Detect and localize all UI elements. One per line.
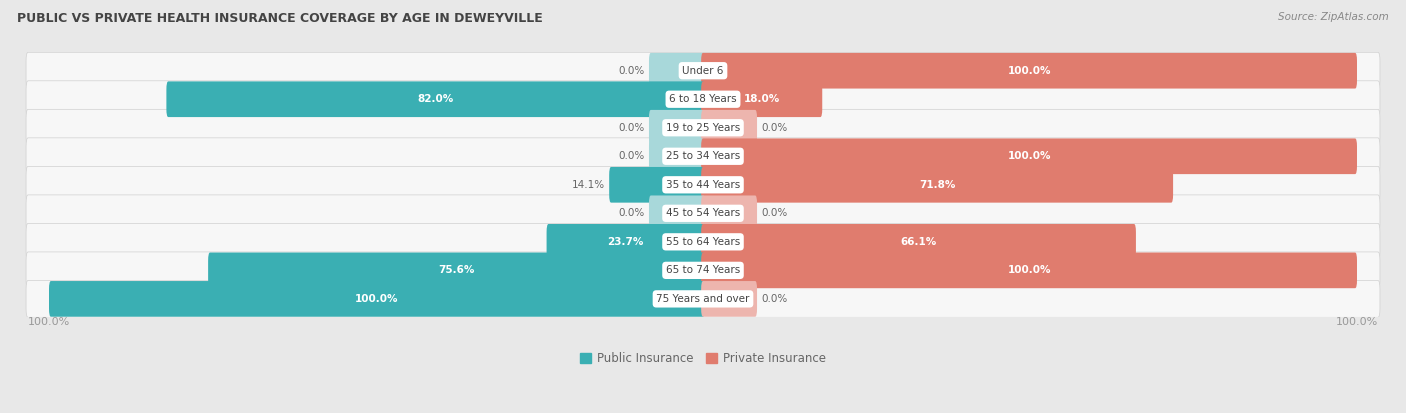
Text: 55 to 64 Years: 55 to 64 Years	[666, 237, 740, 247]
FancyBboxPatch shape	[702, 138, 1357, 174]
FancyBboxPatch shape	[702, 110, 756, 146]
FancyBboxPatch shape	[27, 166, 1379, 203]
Text: 75 Years and over: 75 Years and over	[657, 294, 749, 304]
Text: 100.0%: 100.0%	[356, 294, 399, 304]
Text: 0.0%: 0.0%	[619, 151, 644, 161]
FancyBboxPatch shape	[27, 280, 1379, 317]
Text: 0.0%: 0.0%	[619, 123, 644, 133]
FancyBboxPatch shape	[208, 252, 704, 288]
Text: 14.1%: 14.1%	[571, 180, 605, 190]
Text: 100.0%: 100.0%	[1007, 66, 1050, 76]
Legend: Public Insurance, Private Insurance: Public Insurance, Private Insurance	[575, 347, 831, 370]
FancyBboxPatch shape	[702, 53, 1357, 88]
FancyBboxPatch shape	[27, 109, 1379, 146]
Text: 0.0%: 0.0%	[762, 294, 787, 304]
Text: PUBLIC VS PRIVATE HEALTH INSURANCE COVERAGE BY AGE IN DEWEYVILLE: PUBLIC VS PRIVATE HEALTH INSURANCE COVER…	[17, 12, 543, 25]
FancyBboxPatch shape	[702, 81, 823, 117]
Text: 45 to 54 Years: 45 to 54 Years	[666, 208, 740, 218]
Text: 25 to 34 Years: 25 to 34 Years	[666, 151, 740, 161]
FancyBboxPatch shape	[547, 224, 704, 260]
FancyBboxPatch shape	[702, 252, 1357, 288]
Text: 71.8%: 71.8%	[920, 180, 955, 190]
FancyBboxPatch shape	[650, 195, 704, 231]
FancyBboxPatch shape	[27, 195, 1379, 232]
FancyBboxPatch shape	[27, 223, 1379, 260]
Text: 65 to 74 Years: 65 to 74 Years	[666, 266, 740, 275]
Text: 23.7%: 23.7%	[607, 237, 644, 247]
Text: 0.0%: 0.0%	[762, 208, 787, 218]
FancyBboxPatch shape	[27, 81, 1379, 118]
Text: 100.0%: 100.0%	[1007, 151, 1050, 161]
Text: 35 to 44 Years: 35 to 44 Years	[666, 180, 740, 190]
Text: 100.0%: 100.0%	[1336, 318, 1378, 328]
Text: 100.0%: 100.0%	[28, 318, 70, 328]
FancyBboxPatch shape	[609, 167, 704, 203]
FancyBboxPatch shape	[702, 167, 1173, 203]
Text: 19 to 25 Years: 19 to 25 Years	[666, 123, 740, 133]
Text: 0.0%: 0.0%	[619, 66, 644, 76]
FancyBboxPatch shape	[27, 138, 1379, 175]
Text: 0.0%: 0.0%	[762, 123, 787, 133]
FancyBboxPatch shape	[702, 195, 756, 231]
FancyBboxPatch shape	[27, 52, 1379, 89]
Text: Under 6: Under 6	[682, 66, 724, 76]
Text: Source: ZipAtlas.com: Source: ZipAtlas.com	[1278, 12, 1389, 22]
FancyBboxPatch shape	[166, 81, 704, 117]
Text: 75.6%: 75.6%	[439, 266, 475, 275]
FancyBboxPatch shape	[702, 281, 756, 317]
Text: 66.1%: 66.1%	[900, 237, 936, 247]
FancyBboxPatch shape	[650, 110, 704, 146]
Text: 0.0%: 0.0%	[619, 208, 644, 218]
Text: 82.0%: 82.0%	[418, 94, 454, 104]
Text: 100.0%: 100.0%	[1007, 266, 1050, 275]
FancyBboxPatch shape	[650, 138, 704, 174]
FancyBboxPatch shape	[650, 53, 704, 88]
Text: 6 to 18 Years: 6 to 18 Years	[669, 94, 737, 104]
FancyBboxPatch shape	[27, 252, 1379, 289]
FancyBboxPatch shape	[49, 281, 704, 317]
Text: 18.0%: 18.0%	[744, 94, 780, 104]
FancyBboxPatch shape	[702, 224, 1136, 260]
